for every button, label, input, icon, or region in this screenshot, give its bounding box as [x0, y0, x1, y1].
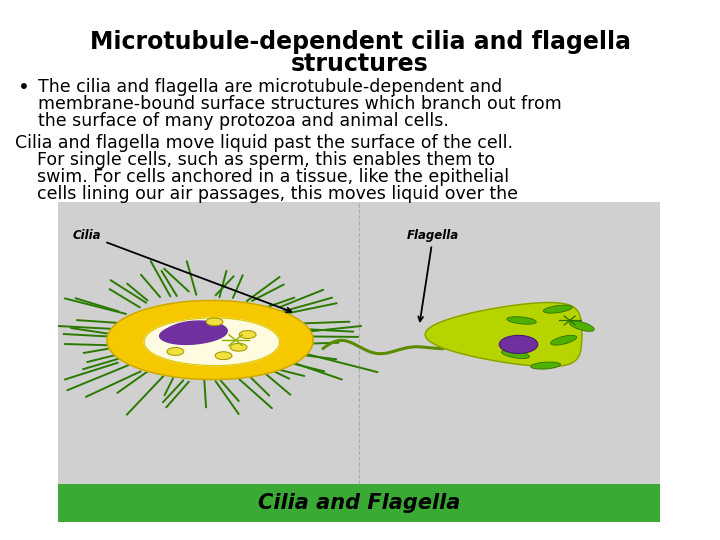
Text: For single cells, such as sperm, this enables them to: For single cells, such as sperm, this en… — [15, 151, 495, 169]
Circle shape — [206, 318, 223, 326]
Bar — [58, 484, 660, 522]
Text: •: • — [18, 78, 30, 97]
Circle shape — [230, 343, 247, 351]
Ellipse shape — [570, 321, 594, 332]
Text: Cilia and Flagella: Cilia and Flagella — [258, 493, 460, 513]
Ellipse shape — [502, 350, 529, 359]
Text: Flagella: Flagella — [408, 228, 459, 321]
Polygon shape — [144, 318, 279, 366]
Ellipse shape — [551, 335, 577, 345]
Text: cells lining our air passages, this moves liquid over the: cells lining our air passages, this move… — [15, 185, 518, 203]
Polygon shape — [426, 302, 582, 367]
Text: Microtubule-dependent cilia and flagella: Microtubule-dependent cilia and flagella — [89, 30, 631, 54]
Circle shape — [499, 335, 538, 354]
Text: structures: structures — [291, 52, 429, 76]
Text: the surface of many protozoa and animal cells.: the surface of many protozoa and animal … — [38, 112, 449, 130]
Ellipse shape — [544, 305, 572, 313]
Circle shape — [215, 352, 232, 360]
Circle shape — [239, 330, 256, 339]
Text: The cilia and flagella are microtubule-dependent and: The cilia and flagella are microtubule-d… — [38, 78, 503, 96]
Bar — [58, 202, 660, 484]
Polygon shape — [107, 300, 313, 380]
Text: Cilia and flagella move liquid past the surface of the cell.: Cilia and flagella move liquid past the … — [15, 134, 513, 152]
Ellipse shape — [531, 362, 560, 369]
Text: Cilia: Cilia — [73, 228, 292, 312]
Ellipse shape — [507, 316, 536, 324]
Circle shape — [167, 348, 184, 355]
Polygon shape — [160, 321, 228, 345]
Text: swim. For cells anchored in a tissue, like the epithelial: swim. For cells anchored in a tissue, li… — [15, 168, 509, 186]
Text: membrane-bound surface structures which branch out from: membrane-bound surface structures which … — [38, 95, 562, 113]
